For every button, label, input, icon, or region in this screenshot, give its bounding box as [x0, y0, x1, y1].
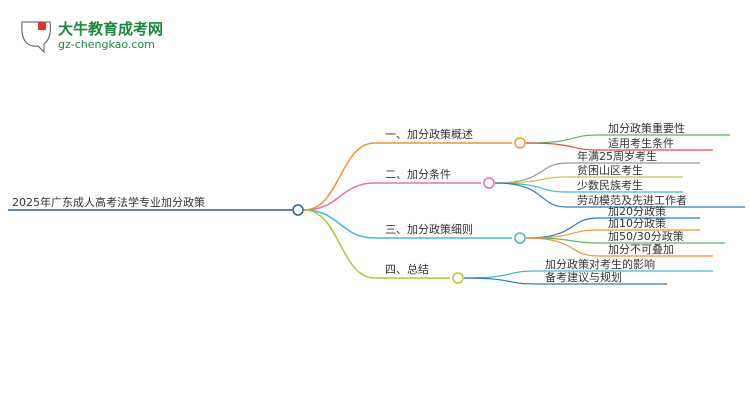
- leaf-connector: [525, 134, 730, 144]
- branch-node[interactable]: 一、加分政策概述: [385, 127, 473, 141]
- logo-seal: [38, 22, 46, 30]
- leaf-connector: [525, 237, 713, 257]
- branch-connector: [303, 209, 512, 239]
- leaf-node[interactable]: 加10分政策: [608, 216, 666, 230]
- leaf-connector: [463, 277, 667, 285]
- branch-collapse-toggle[interactable]: [483, 177, 495, 189]
- leaf-node[interactable]: 加分政策重要性: [608, 121, 685, 135]
- branch-collapse-toggle[interactable]: [514, 232, 526, 244]
- logo-url: gz-chengkao.com: [58, 38, 155, 51]
- leaf-node[interactable]: 劳动模范及先进工作者: [577, 193, 687, 207]
- leaf-node[interactable]: 加分政策对考生的影响: [545, 257, 655, 271]
- leaf-node[interactable]: 贫困山区考生: [577, 163, 643, 177]
- branch-node[interactable]: 二、加分条件: [385, 167, 451, 181]
- branch-collapse-toggle[interactable]: [452, 272, 464, 284]
- branch-node[interactable]: 四、总结: [385, 262, 429, 276]
- leaf-node[interactable]: 加20分政策: [608, 204, 666, 218]
- logo-title: 大牛教育成考网: [58, 20, 163, 38]
- leaf-node[interactable]: 适用考生条件: [608, 136, 674, 150]
- leaf-node[interactable]: 加分不可叠加: [608, 243, 674, 256]
- logo: 大牛教育成考网 gz-chengkao.com: [21, 20, 163, 54]
- branch-connector: [303, 182, 481, 211]
- leaf-node[interactable]: 少数民族考生: [577, 178, 643, 192]
- root-collapse-toggle[interactable]: [292, 204, 304, 216]
- leaf-connector: [494, 182, 745, 208]
- branch-node[interactable]: 三、加分政策细则: [385, 222, 473, 236]
- logo-bubble-icon: [21, 21, 51, 54]
- branch-connector: [303, 142, 512, 211]
- leaf-node[interactable]: 年满25周岁考生: [577, 149, 657, 163]
- leaf-connector: [525, 142, 713, 151]
- branch-connector: [303, 209, 450, 279]
- leaf-node[interactable]: 备考建议与规划: [545, 270, 622, 284]
- leaf-node[interactable]: 加50/30分政策: [608, 229, 684, 243]
- branch-collapse-toggle[interactable]: [514, 137, 526, 149]
- root-node[interactable]: 2025年广东成人高考法学专业加分政策: [12, 195, 205, 209]
